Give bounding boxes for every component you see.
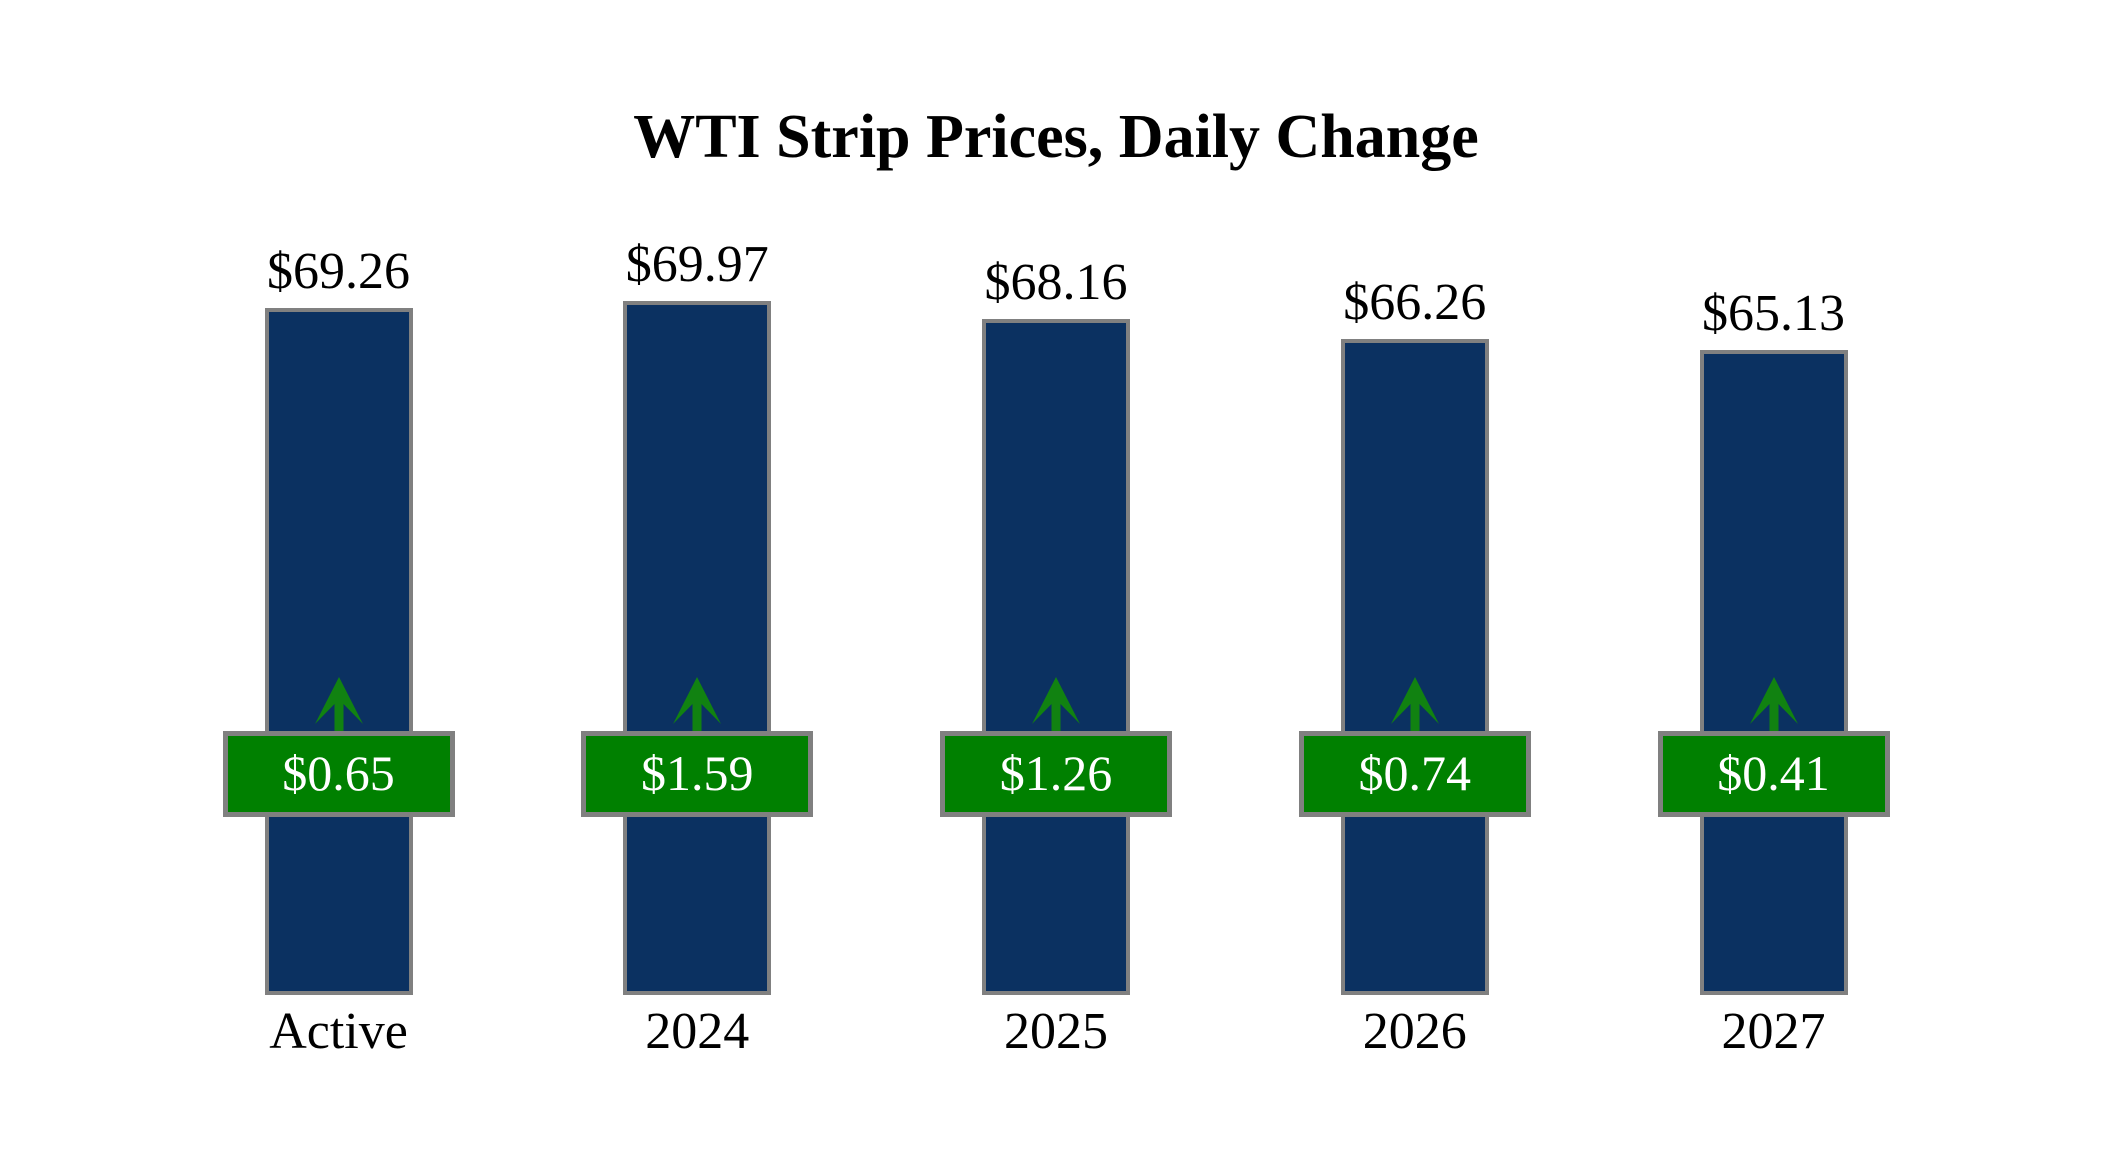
price-bar xyxy=(1340,339,1489,995)
change-badge-label: $0.74 xyxy=(1358,745,1472,801)
change-badge: $0.65 xyxy=(222,731,455,817)
change-badge: $1.26 xyxy=(940,731,1172,817)
change-badge: $1.59 xyxy=(581,731,814,817)
price-bar xyxy=(982,319,1130,995)
price-bar xyxy=(264,308,413,995)
arrow-up-icon xyxy=(1390,677,1439,733)
bar-column: $69.26 $0.65 Active xyxy=(159,0,519,1152)
price-bar xyxy=(623,301,772,995)
arrow-up-icon xyxy=(1032,677,1080,733)
category-label: Active xyxy=(269,1003,408,1060)
bar-column: $69.97 $1.59 2024 xyxy=(517,0,877,1152)
change-badge: $0.41 xyxy=(1657,731,1890,817)
bar-column: $66.26 $0.74 2026 xyxy=(1235,0,1595,1152)
price-label: $69.26 xyxy=(267,243,410,300)
change-badge-label: $1.26 xyxy=(999,745,1113,801)
category-label: 2025 xyxy=(1004,1003,1108,1060)
price-label: $69.97 xyxy=(625,236,769,293)
chart-title: WTI Strip Prices, Daily Change xyxy=(633,103,1479,171)
change-badge-label: $1.59 xyxy=(641,745,754,801)
arrow-up-icon xyxy=(673,677,722,733)
change-badge-label: $0.65 xyxy=(282,745,395,801)
change-badge-label: $0.41 xyxy=(1717,745,1830,801)
bar-column: $68.16 $1.26 2025 xyxy=(876,0,1236,1152)
price-bar xyxy=(1699,350,1848,995)
price-label: $65.13 xyxy=(1702,285,1845,342)
price-label: $68.16 xyxy=(984,254,1128,311)
category-label: 2024 xyxy=(645,1003,750,1060)
price-label: $66.26 xyxy=(1343,274,1487,331)
category-label: 2026 xyxy=(1362,1003,1467,1060)
change-badge: $0.74 xyxy=(1298,731,1531,817)
arrow-up-icon xyxy=(1749,677,1798,733)
category-label: 2027 xyxy=(1721,1003,1826,1060)
arrow-up-icon xyxy=(314,677,363,733)
bar-column: $65.13 $0.41 2027 xyxy=(1594,0,1954,1152)
